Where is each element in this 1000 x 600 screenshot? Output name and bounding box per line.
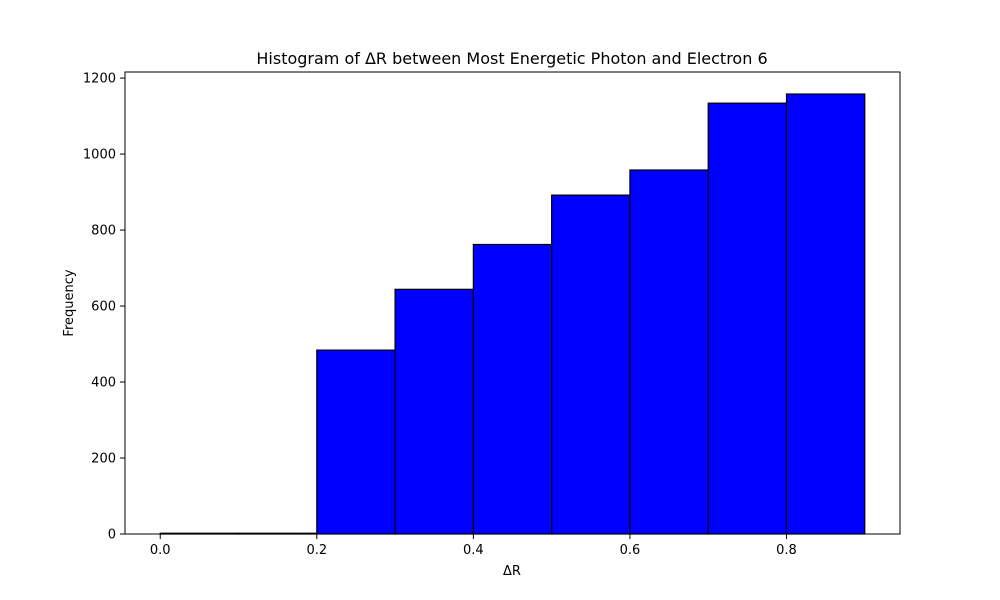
x-tick-label: 0.8 <box>776 543 797 558</box>
y-tick-label: 600 <box>91 300 116 315</box>
bars-group <box>159 93 866 535</box>
y-axis-label: Frequency <box>62 269 77 336</box>
x-tick-label: 0.0 <box>150 543 171 558</box>
plot-frame <box>124 71 901 535</box>
y-axis-ticks: 0 200 400 600 800 1000 1200 <box>83 72 125 543</box>
x-axis-label: ΔR <box>503 564 521 579</box>
y-tick-label: 200 <box>91 452 116 467</box>
x-tick-label: 0.2 <box>306 543 327 558</box>
histogram-bar-5 <box>551 194 631 535</box>
histogram-bar-3 <box>394 288 474 535</box>
y-tick-label: 800 <box>91 224 116 239</box>
y-tick-label: 1200 <box>83 72 116 87</box>
y-tick-label: 1000 <box>83 148 116 163</box>
y-tick-label: 0 <box>108 528 116 543</box>
histogram-bar-2 <box>316 349 396 535</box>
histogram-bar-8 <box>785 93 866 535</box>
histogram-bar-6 <box>629 169 709 535</box>
histogram-bar-4 <box>472 243 553 535</box>
histogram-bar-7 <box>707 102 788 535</box>
x-axis-ticks: 0.0 0.2 0.4 0.6 0.8 <box>150 534 797 558</box>
x-tick-label: 0.4 <box>463 543 484 558</box>
chart-title: Histogram of ΔR between Most Energetic P… <box>256 49 767 68</box>
x-tick-label: 0.6 <box>620 543 641 558</box>
y-tick-label: 400 <box>91 376 116 391</box>
